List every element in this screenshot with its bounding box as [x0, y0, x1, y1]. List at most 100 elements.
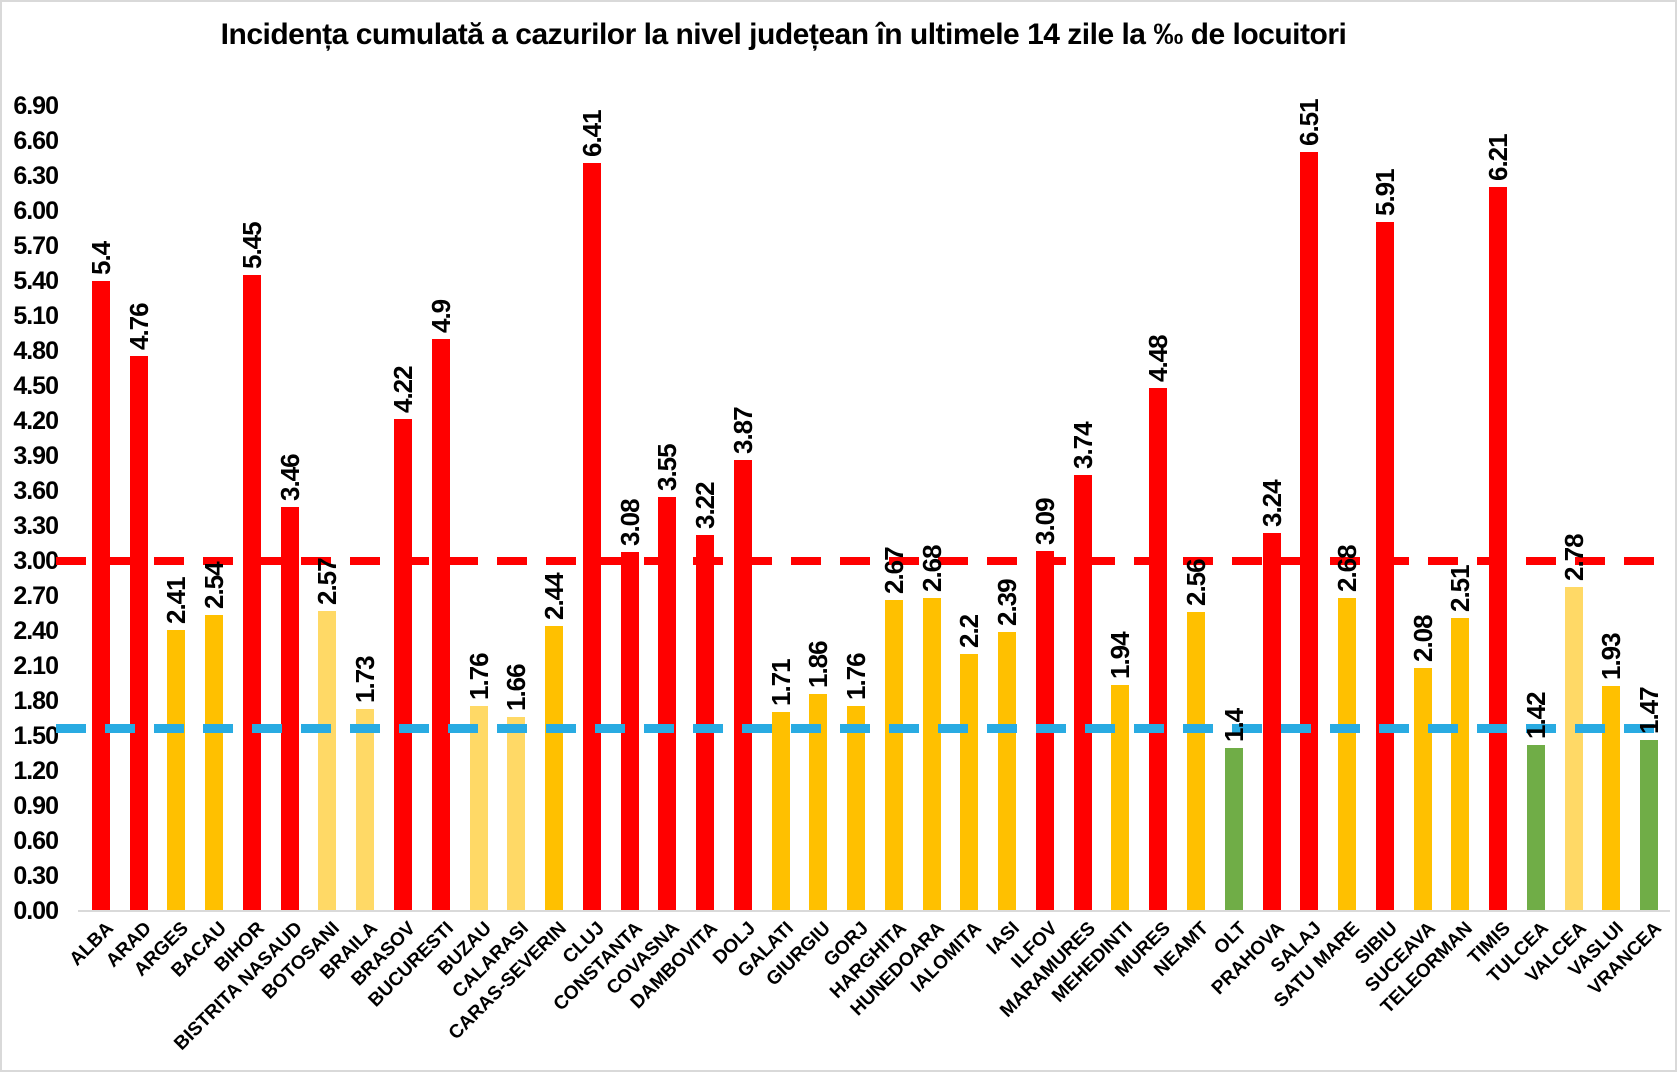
bar-value-label: 3.08: [614, 499, 645, 546]
bar-value-label: 2.67: [878, 546, 909, 594]
bar-value-label: 2.44: [539, 573, 570, 621]
bar-value-label: 3.55: [652, 444, 683, 491]
bar-braila: [356, 709, 375, 911]
y-axis-tick-label: 3.60: [13, 477, 59, 505]
bar-value-label: 5.45: [236, 222, 267, 270]
bar-value-label: 2.51: [1445, 565, 1476, 613]
bar-value-label: 5.91: [1369, 168, 1400, 216]
y-axis-tick-label: 4.80: [13, 337, 59, 365]
y-axis-tick-label: 1.80: [13, 687, 59, 715]
y-axis-tick-label: 6.90: [13, 92, 59, 120]
bar-value-label: 2.57: [312, 558, 343, 606]
bar-giurgiu: [809, 694, 828, 911]
bar-bistrita-nasaud: [280, 507, 299, 911]
y-axis-tick-label: 3.90: [13, 442, 59, 470]
y-axis-tick-label: 5.40: [13, 267, 59, 295]
bar-satu-mare: [1338, 598, 1357, 911]
y-axis-tick-label: 6.00: [13, 197, 59, 225]
bar-covasna: [658, 496, 677, 911]
red-threshold-line: [56, 557, 1670, 565]
y-axis-tick-label: 3.00: [13, 547, 59, 575]
bar-value-label: 1.73: [350, 656, 381, 704]
y-axis-tick-label: 0.60: [13, 827, 59, 855]
bar-value-label: 3.87: [727, 406, 758, 454]
bar-value-label: 6.51: [1294, 98, 1325, 146]
blue-threshold-line: [56, 723, 1670, 733]
bar-botosani: [318, 611, 337, 911]
bar-mures: [1149, 388, 1168, 911]
y-axis-tick-label: 5.70: [13, 232, 59, 260]
bar-maramures: [1073, 474, 1092, 911]
bar-value-label: 3.74: [1067, 422, 1098, 469]
bar-value-label: 4.48: [1143, 335, 1174, 383]
bar-ialomita: [960, 654, 979, 911]
bar-value-label: 2.2: [954, 615, 985, 649]
bar-galati: [771, 711, 790, 911]
bar-value-label: 3.09: [1029, 497, 1060, 545]
y-axis-tick-label: 6.60: [13, 127, 59, 155]
bar-value-label: 6.41: [576, 110, 607, 158]
bar-vaslui: [1602, 685, 1621, 911]
bar-iasi: [998, 632, 1017, 911]
bar-cluj: [582, 163, 601, 911]
bar-value-label: 3.22: [690, 482, 721, 530]
y-axis-tick-label: 0.00: [13, 897, 59, 925]
y-axis-tick-label: 1.50: [13, 722, 59, 750]
y-axis-tick-label: 2.10: [13, 652, 59, 680]
bar-value-label: 2.68: [1332, 545, 1363, 593]
bar-hunedoara: [922, 598, 941, 911]
bar-neamt: [1186, 612, 1205, 911]
bar-value-label: 2.08: [1407, 615, 1438, 663]
bar-salaj: [1300, 151, 1319, 911]
y-axis-tick-label: 2.70: [13, 582, 59, 610]
bar-dolj: [733, 459, 752, 911]
bar-gorj: [847, 705, 866, 911]
bar-arges: [167, 629, 186, 911]
bar-value-label: 6.21: [1483, 133, 1514, 181]
bar-value-label: 1.66: [501, 664, 532, 712]
bar-value-label: 1.76: [463, 653, 494, 700]
bar-value-label: 5.4: [85, 241, 116, 275]
bar-olt: [1224, 747, 1243, 911]
bar-dambovita: [696, 535, 715, 911]
bar-value-label: 1.42: [1520, 692, 1551, 740]
bar-suceava: [1413, 668, 1432, 911]
y-axis-tick-label: 2.40: [13, 617, 59, 645]
bar-arad: [129, 355, 148, 911]
bar-value-label: 4.22: [387, 366, 418, 413]
bar-value-label: 1.71: [765, 658, 796, 706]
bar-value-label: 1.47: [1634, 686, 1665, 734]
y-axis-tick-label: 0.30: [13, 862, 59, 890]
bar-alba: [91, 281, 110, 911]
bar-value-label: 2.56: [1180, 559, 1211, 607]
y-axis-tick-label: 4.20: [13, 407, 59, 435]
y-axis-tick-label: 0.90: [13, 792, 59, 820]
bar-value-label: 1.86: [803, 641, 834, 688]
bar-calarasi: [507, 717, 526, 911]
bar-sibiu: [1375, 221, 1394, 911]
bar-value-label: 2.54: [199, 562, 230, 609]
bar-value-label: 2.41: [161, 577, 192, 624]
bar-mehedinti: [1111, 684, 1130, 911]
bar-valcea: [1564, 586, 1583, 911]
y-axis-tick-label: 3.30: [13, 512, 59, 540]
bar-value-label: 1.93: [1596, 633, 1627, 680]
bar-value-label: 3.24: [1256, 480, 1287, 527]
bar-value-label: 1.94: [1105, 632, 1136, 679]
bar-value-label: 3.46: [274, 454, 305, 502]
y-axis-tick-label: 4.50: [13, 372, 59, 400]
bar-teleorman: [1451, 618, 1470, 911]
bar-vrancea: [1640, 739, 1659, 911]
bar-tulcea: [1526, 745, 1545, 911]
bar-value-label: 4.9: [425, 300, 456, 334]
bar-value-label: 1.4: [1218, 708, 1249, 742]
bar-value-label: 2.39: [992, 579, 1023, 627]
bar-bacau: [205, 614, 224, 911]
y-axis-tick-label: 6.30: [13, 162, 59, 190]
chart-title: Incidența cumulată a cazurilor la nivel …: [220, 18, 1347, 51]
bar-bihor: [242, 275, 261, 911]
bar-prahova: [1262, 533, 1281, 911]
bar-buzau: [469, 705, 488, 911]
bar-value-label: 2.68: [916, 545, 947, 593]
